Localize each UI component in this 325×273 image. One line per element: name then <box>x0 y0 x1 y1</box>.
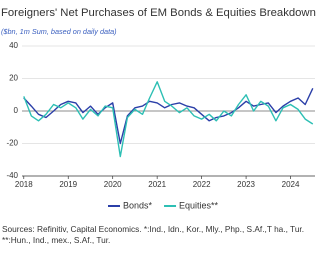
y-tick-label: -40 <box>6 171 18 180</box>
y-tick-label: -20 <box>6 139 18 148</box>
y-tick-label: 40 <box>9 41 18 50</box>
y-tick-label: 0 <box>14 106 19 115</box>
x-tick-label: 2020 <box>104 180 122 189</box>
x-tick-label: 2022 <box>193 180 211 189</box>
series-line <box>23 81 314 158</box>
legend-label: Bonds* <box>123 200 153 210</box>
x-tick-label: 2018 <box>15 180 33 189</box>
chart-title: Foreigners' Net Purchases of EM Bonds & … <box>1 7 316 19</box>
series-line <box>23 88 314 145</box>
y-tick-label: 20 <box>9 74 18 83</box>
source-note: Sources: Refinitiv, Capital Economics. *… <box>2 224 305 245</box>
legend-label: Equities** <box>179 200 219 210</box>
x-tick-label: 2023 <box>237 180 255 189</box>
x-tick-label: 2024 <box>282 180 300 189</box>
x-tick-label: 2021 <box>148 180 166 189</box>
chart: Foreigners' Net Purchases of EM Bonds & … <box>1 7 316 210</box>
chart-subtitle: ($bn, 1m Sum, based on daily data) <box>1 27 117 36</box>
x-tick-label: 2019 <box>59 180 77 189</box>
